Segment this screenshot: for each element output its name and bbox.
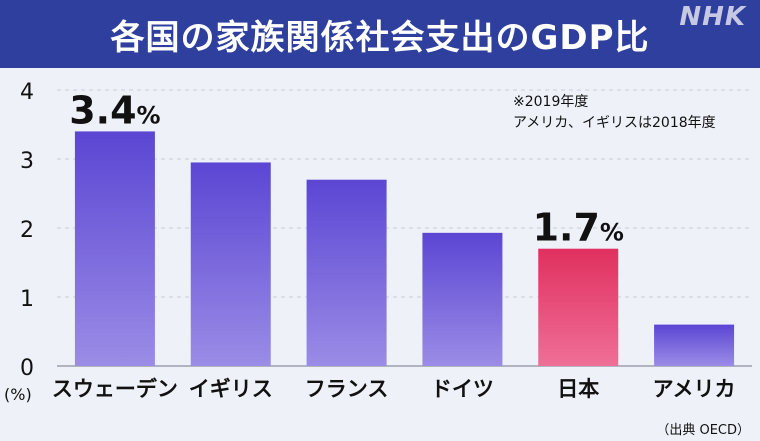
nhk-logo: NHK xyxy=(679,2,746,32)
y-axis: 0 1 2 3 4 (%) xyxy=(4,80,34,404)
source-note: （出典 OECD） xyxy=(656,423,750,438)
y-tick-label: 0 xyxy=(20,356,34,381)
title-bar: 各国の家族関係社会支出のGDP比 NHK xyxy=(0,0,760,68)
footnote: アメリカ、イギリスは2018年度 xyxy=(513,115,716,131)
y-tick-label: 3 xyxy=(20,149,34,174)
x-tick-label: イギリス xyxy=(189,377,273,401)
x-tick-label: フランス xyxy=(305,377,389,401)
bars xyxy=(74,131,735,366)
bar xyxy=(538,248,619,366)
data-label: 1.7% xyxy=(533,206,624,250)
x-tick-label: スウェーデン xyxy=(52,377,178,401)
bar xyxy=(654,324,735,366)
data-label-unit: % xyxy=(600,219,624,247)
footnote: ※2019年度 xyxy=(513,94,588,110)
gridlines xyxy=(57,89,752,367)
bar xyxy=(306,179,387,366)
y-tick-label: 2 xyxy=(20,218,34,243)
x-tick-label: 日本 xyxy=(557,377,599,401)
x-axis: スウェーデン イギリス フランス ドイツ 日本 アメリカ xyxy=(52,377,736,401)
y-tick-label: 1 xyxy=(20,287,34,312)
x-tick-label: アメリカ xyxy=(653,377,736,401)
data-labels: 3.4%1.7% xyxy=(69,88,624,249)
data-label-value: 3.4 xyxy=(69,88,136,132)
data-label-value: 1.7 xyxy=(533,206,600,250)
y-axis-unit-label: (%) xyxy=(4,385,32,404)
y-tick-label: 4 xyxy=(20,80,34,105)
bar xyxy=(74,131,155,366)
x-tick-label: ドイツ xyxy=(431,377,494,401)
bar xyxy=(422,232,503,366)
chart-title: 各国の家族関係社会支出のGDP比 xyxy=(110,17,650,58)
data-label-unit: % xyxy=(137,101,161,129)
bar xyxy=(190,162,271,366)
data-label: 3.4% xyxy=(69,88,160,132)
